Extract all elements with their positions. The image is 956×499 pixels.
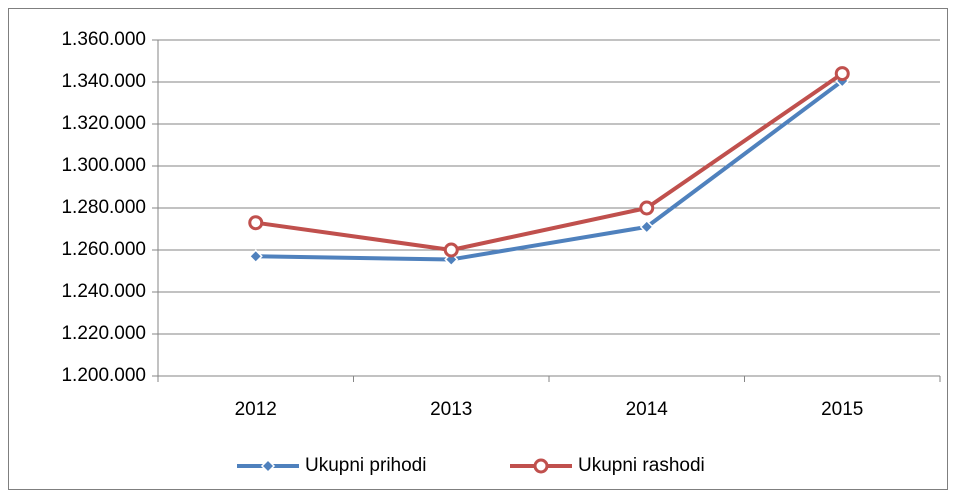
y-tick-label: 1.320.000: [61, 113, 146, 134]
series-line: [255, 79, 844, 262]
marker: [443, 242, 459, 258]
y-tick-label: 1.360.000: [61, 29, 146, 50]
marker: [639, 219, 654, 234]
y-tick-label: 1.340.000: [61, 71, 146, 92]
marker: [248, 249, 263, 264]
x-tick-label: 2014: [626, 399, 669, 420]
legend-label: Ukupni rashodi: [578, 455, 705, 476]
legend-label: Ukupni prihodi: [305, 455, 426, 476]
y-tick-label: 1.220.000: [61, 323, 146, 344]
marker: [248, 215, 264, 231]
legend-marker: [533, 458, 549, 474]
y-tick-label: 1.240.000: [61, 281, 146, 302]
y-tick-label: 1.200.000: [61, 365, 146, 386]
y-tick-label: 1.300.000: [61, 155, 146, 176]
y-tick-label: 1.280.000: [61, 197, 146, 218]
x-tick-label: 2013: [430, 399, 472, 420]
marker: [639, 200, 655, 216]
marker: [834, 66, 850, 82]
y-tick-label: 1.260.000: [61, 239, 146, 260]
x-tick-label: 2015: [821, 399, 863, 420]
chart-frame: [8, 8, 948, 490]
series-line: [255, 71, 844, 252]
x-tick-label: 2012: [235, 399, 277, 420]
legend-marker: [260, 458, 276, 474]
